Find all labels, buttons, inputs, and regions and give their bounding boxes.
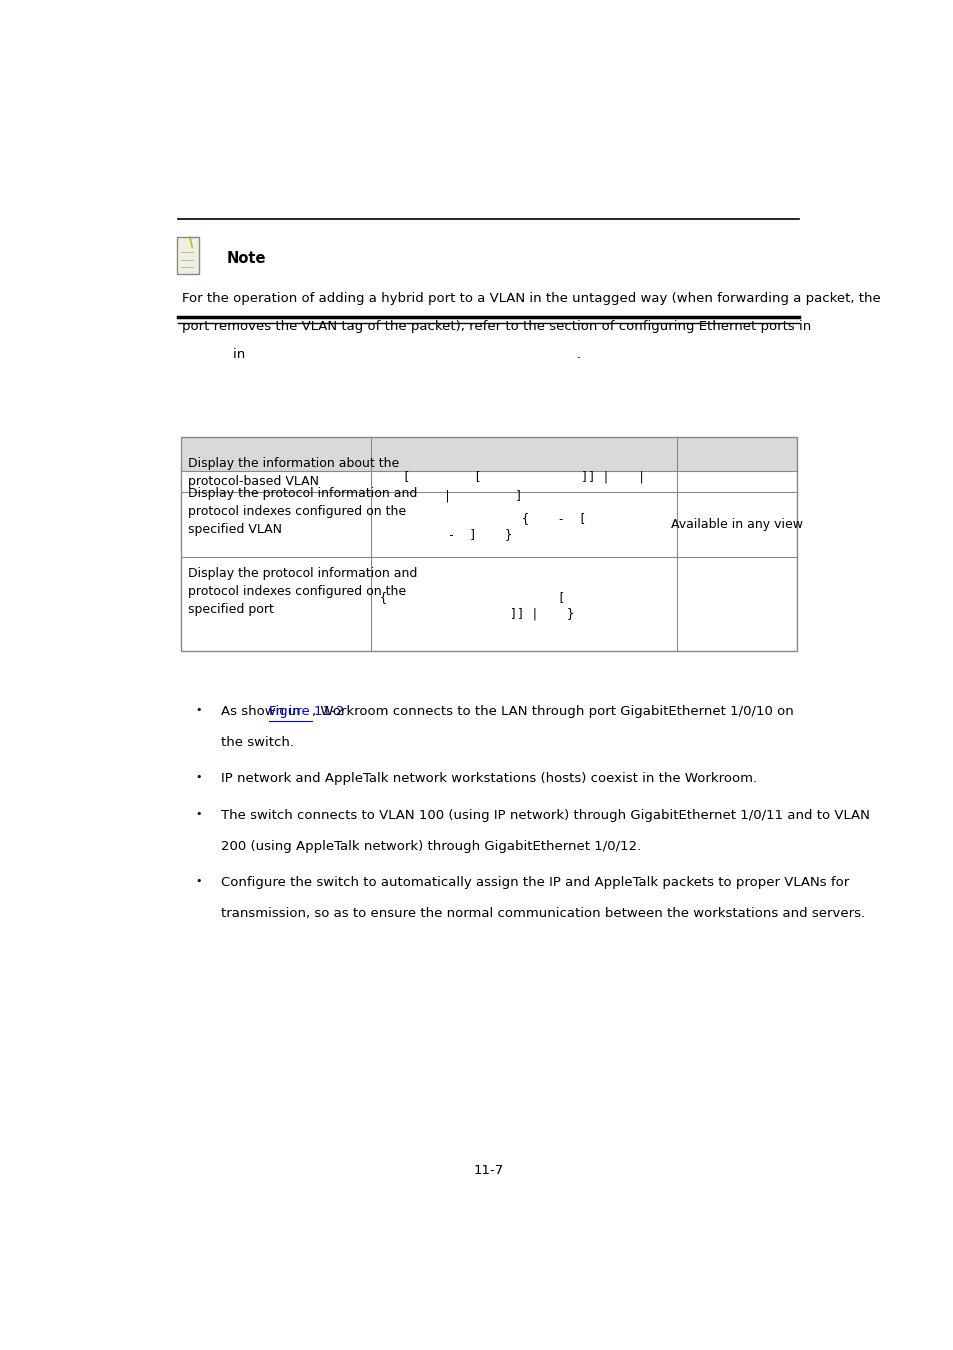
- Text: The switch connects to VLAN 100 (using IP network) through GigabitEthernet 1/0/1: The switch connects to VLAN 100 (using I…: [221, 809, 869, 822]
- Text: •: •: [195, 876, 202, 886]
- Bar: [180, 437, 797, 471]
- Text: , Workroom connects to the LAN through port GigabitEthernet 1/0/10 on: , Workroom connects to the LAN through p…: [312, 705, 793, 718]
- Bar: [180, 491, 797, 558]
- Text: [: [: [557, 591, 564, 605]
- Text: ]] |    }: ]] | }: [510, 608, 574, 621]
- Text: IP network and AppleTalk network workstations (hosts) coexist in the Workroom.: IP network and AppleTalk network worksta…: [221, 772, 757, 786]
- Text: {    -  [: { - [: [521, 512, 585, 525]
- Text: {: {: [379, 591, 386, 605]
- Text: Note: Note: [226, 251, 266, 266]
- Text: •: •: [195, 772, 202, 782]
- Text: |         ]: | ]: [444, 490, 522, 502]
- Text: 11-7: 11-7: [474, 1164, 503, 1177]
- Text: the switch.: the switch.: [221, 736, 294, 749]
- Bar: [180, 471, 797, 491]
- Text: As shown in: As shown in: [221, 705, 305, 718]
- Text: Display the protocol information and
protocol indexes configured on the
specifie: Display the protocol information and pro…: [188, 567, 417, 616]
- Text: Display the protocol information and
protocol indexes configured on the
specifie: Display the protocol information and pro…: [188, 487, 417, 536]
- Text: [         [              ]] |    |: [ [ ]] | |: [402, 471, 644, 483]
- Text: in                                                                              : in: [182, 348, 580, 360]
- Text: For the operation of adding a hybrid port to a VLAN in the untagged way (when fo: For the operation of adding a hybrid por…: [182, 292, 880, 305]
- Bar: [180, 437, 797, 651]
- Text: •: •: [195, 705, 202, 714]
- Text: Display the information about the
protocol-based VLAN: Display the information about the protoc…: [188, 458, 399, 489]
- Text: Figure 11-2: Figure 11-2: [269, 705, 344, 718]
- Text: 200 (using AppleTalk network) through GigabitEthernet 1/0/12.: 200 (using AppleTalk network) through Gi…: [221, 840, 640, 853]
- Text: port removes the VLAN tag of the packet), refer to the section of configuring Et: port removes the VLAN tag of the packet)…: [182, 320, 810, 333]
- Text: Configure the switch to automatically assign the IP and AppleTalk packets to pro: Configure the switch to automatically as…: [221, 876, 848, 890]
- Bar: [176, 236, 199, 274]
- Bar: [180, 558, 797, 651]
- Text: /: /: [186, 235, 197, 250]
- Text: Available in any view: Available in any view: [671, 518, 802, 531]
- Text: •: •: [195, 809, 202, 818]
- Text: transmission, so as to ensure the normal communication between the workstations : transmission, so as to ensure the normal…: [221, 907, 864, 921]
- Text: -  ]    }: - ] }: [447, 528, 511, 541]
